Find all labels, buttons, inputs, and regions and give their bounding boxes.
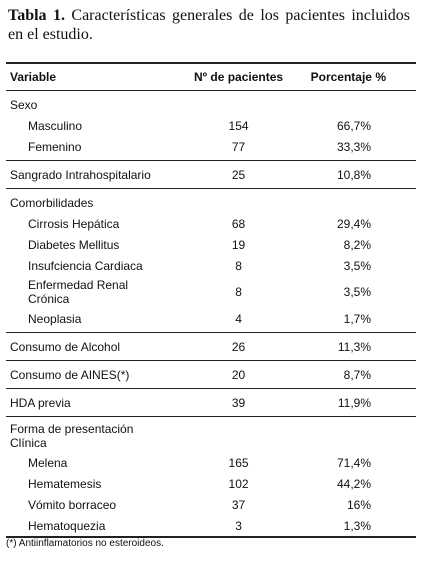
row-label: Hematoquezia <box>6 515 184 538</box>
percentage: 10,8% <box>293 160 416 189</box>
cell <box>293 91 416 116</box>
row: Hematoquezia 3 1,3% <box>6 515 416 538</box>
patient-count: 8 <box>235 258 242 273</box>
row: Sangrado Intrahospitalario 25 10,8% <box>6 160 416 189</box>
row-label: Neoplasia <box>6 308 184 333</box>
patient-count: 39 <box>184 388 294 417</box>
row: Vómito borraceo 37 16% <box>6 494 416 515</box>
patient-count: 25 <box>184 160 294 189</box>
percentage: 44,2% <box>336 476 371 491</box>
row-label: Insufciencia Cardiaca <box>28 258 143 273</box>
percentage: 8,7% <box>293 360 416 389</box>
percentage: 1,3% <box>293 515 416 538</box>
percentage: 3,5% <box>343 258 371 273</box>
percentage: 11,3% <box>293 332 416 361</box>
row: Femenino 77 33,3% <box>6 136 416 161</box>
row: Hematemesis 102 44,2% <box>6 473 416 494</box>
patient-count: 26 <box>184 332 294 361</box>
cell <box>293 189 416 214</box>
percentage: 11,9% <box>293 388 416 417</box>
cell <box>293 417 416 453</box>
header-cell: Nº de pacientes <box>184 62 294 91</box>
header-row: Variable Nº de pacientes Porcentaje % <box>6 62 416 91</box>
patient-count: 68 <box>231 216 246 231</box>
percentage: 33,3% <box>293 136 416 161</box>
row-label: Cirrosis Hepática <box>28 216 120 231</box>
row: Consumo de Alcohol 26 11,3% <box>6 332 416 361</box>
row-label: Enfermedad Renal Crónica <box>28 278 129 306</box>
percentage: 8,2% <box>343 237 371 252</box>
percentage: 1,7% <box>293 308 416 333</box>
header-cell: Variable <box>6 62 184 91</box>
header-cell: Porcentaje % <box>293 62 416 91</box>
group-title-row: Sexo <box>6 91 416 116</box>
table: Variable Nº de pacientes Porcentaje % Se… <box>6 62 416 538</box>
percentage: 3,5% <box>343 285 371 299</box>
cell <box>184 91 293 116</box>
caption-text: Características generales de los pacient… <box>8 7 411 43</box>
patient-count: 102 <box>228 476 249 491</box>
caption-label: Tabla 1. <box>8 7 65 24</box>
row: Insufciencia Cardiaca 8 3,5% <box>6 255 416 276</box>
row-label: Consumo de AINES(*) <box>6 360 184 389</box>
row: Diabetes Mellitus 19 8,2% <box>6 234 416 255</box>
row: Melena 165 71,4% <box>6 452 416 473</box>
table-body: Sexo Masculino 154 66,7% Femenino 77 33,3% Sang… <box>6 91 416 538</box>
group-title-row: Forma de presentación Clínica <box>6 417 416 453</box>
row: HDA previa 39 11,9% <box>6 388 416 417</box>
row-label: HDA previa <box>6 388 184 417</box>
percentage: 66,7% <box>336 118 371 133</box>
group-title: Comorbilidades <box>10 195 94 210</box>
row: Cirrosis Hepática 68 29,4% <box>6 213 416 234</box>
row-label: Sangrado Intrahospitalario <box>6 160 184 189</box>
row-label: Hematemesis <box>28 476 102 491</box>
patient-count: 19 <box>231 237 246 252</box>
patient-count: 37 <box>231 497 246 512</box>
row: Enfermedad Renal Crónica 8 3,5% <box>6 276 416 308</box>
percentage: 71,4% <box>336 455 371 470</box>
patient-count: 3 <box>184 515 294 538</box>
row-label: Diabetes Mellitus <box>28 237 120 252</box>
patient-count: 154 <box>228 118 249 133</box>
patient-count: 20 <box>184 360 294 389</box>
row-label: Vómito borraceo <box>28 497 117 512</box>
row-label: Femenino <box>6 136 184 161</box>
row: Masculino 154 66,7% <box>6 115 416 136</box>
group-title-row: Comorbilidades <box>6 189 416 214</box>
patient-count: 8 <box>235 285 242 299</box>
row: Neoplasia 4 1,7% <box>6 308 416 333</box>
patient-count: 165 <box>228 455 249 470</box>
row: Consumo de AINES(*) 20 8,7% <box>6 360 416 389</box>
cell <box>184 417 293 453</box>
cell <box>184 189 293 214</box>
footnote: (*) Antiinflamatorios no esteroideos. <box>6 538 164 549</box>
caption: Tabla 1. Características generales de lo… <box>8 6 410 44</box>
group-title: Forma de presentación Clínica <box>10 422 134 450</box>
group-title: Sexo <box>10 97 38 112</box>
row-label: Consumo de Alcohol <box>6 332 184 361</box>
row-label: Masculino <box>28 118 83 133</box>
percentage: 29,4% <box>336 216 371 231</box>
patient-count: 4 <box>184 308 294 333</box>
row-label: Melena <box>28 455 68 470</box>
patient-count: 77 <box>184 136 294 161</box>
percentage: 16% <box>346 497 371 512</box>
